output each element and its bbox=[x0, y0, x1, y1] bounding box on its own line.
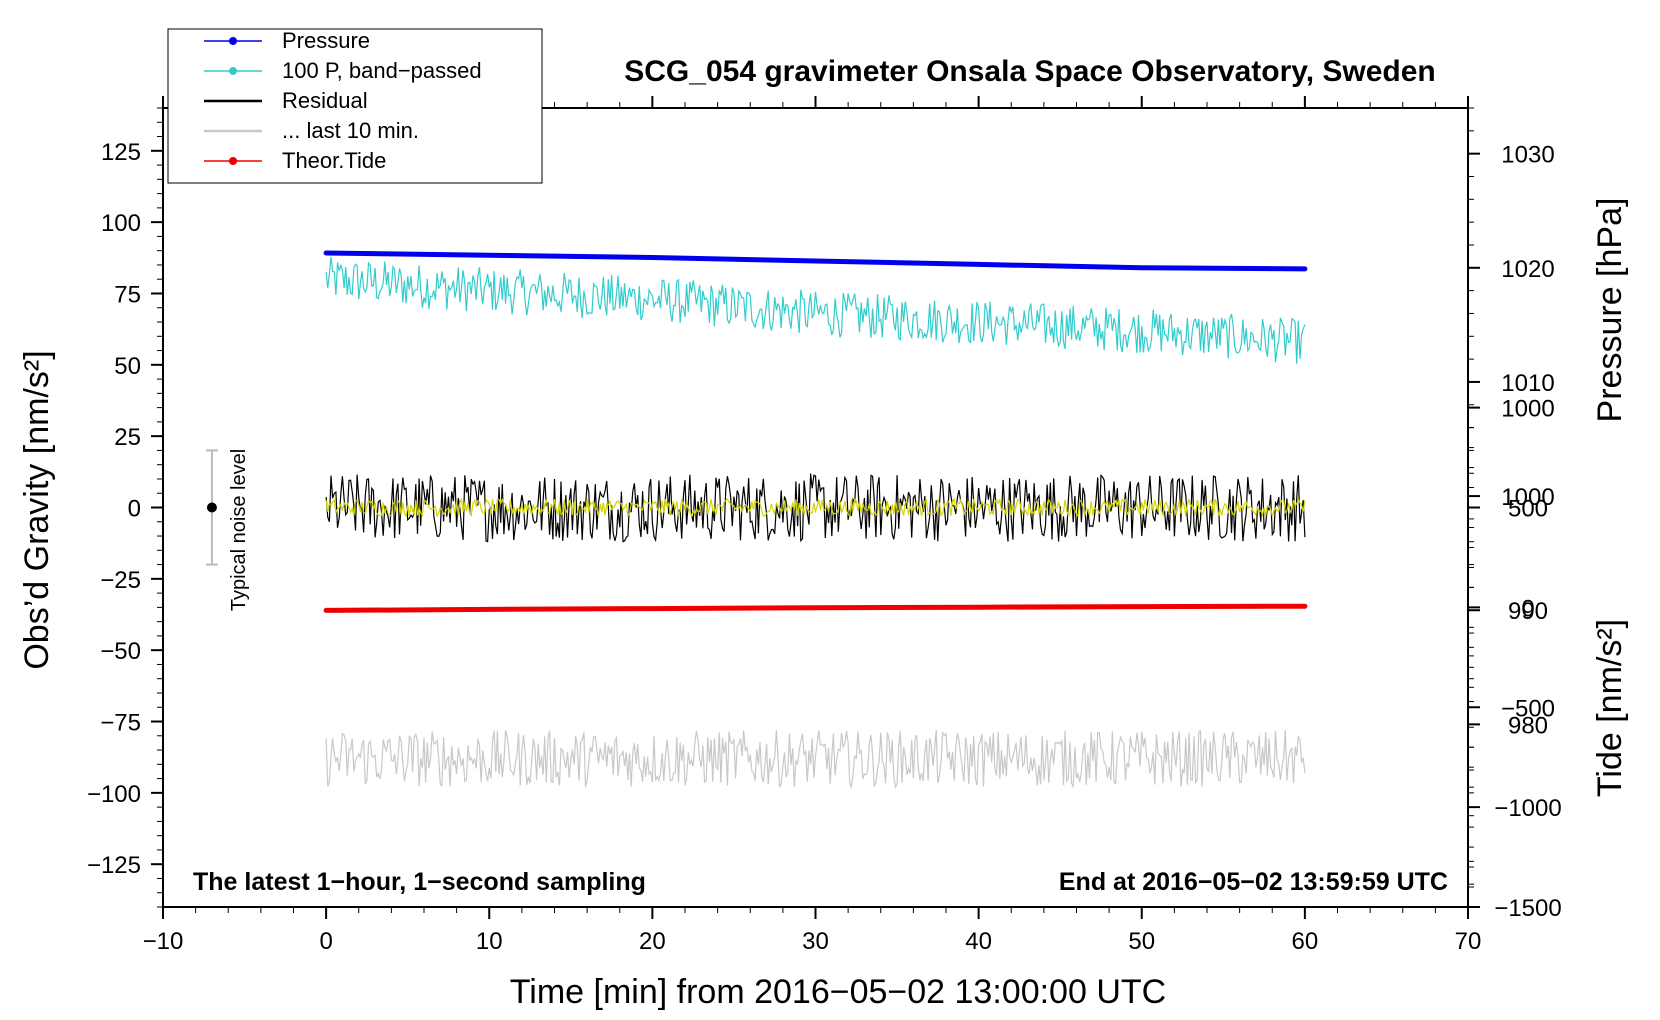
legend-label-residual: Residual bbox=[282, 88, 368, 113]
y-left-tick-label: −25 bbox=[100, 567, 141, 594]
x-tick-label: 10 bbox=[476, 928, 503, 955]
y-left-tick-label: 50 bbox=[114, 353, 141, 380]
x-tick-label: 30 bbox=[802, 928, 829, 955]
pressure-tick-label: 990 bbox=[1508, 598, 1548, 625]
x-tick-label: 20 bbox=[639, 928, 666, 955]
x-tick-label: 50 bbox=[1128, 928, 1155, 955]
y-axis-title-tide: Tide [nm/s²] bbox=[1591, 619, 1629, 797]
x-tick-label: 0 bbox=[319, 928, 332, 955]
chart-title: SCG_054 gravimeter Onsala Space Observat… bbox=[624, 55, 1436, 88]
tide-tick-label: −1000 bbox=[1494, 795, 1561, 822]
y-left-tick-label: −125 bbox=[87, 852, 141, 879]
x-tick-label: 70 bbox=[1455, 928, 1482, 955]
tide-tick-label: 500 bbox=[1508, 496, 1548, 523]
tide-tick-label: −1500 bbox=[1494, 895, 1561, 922]
tide-tick-label: 0 bbox=[1521, 595, 1534, 622]
legend-label-last-10-min: ... last 10 min. bbox=[282, 118, 419, 143]
legend-sample-marker bbox=[229, 157, 237, 165]
y-axis-title-left: Obs’d Gravity [nm/s²] bbox=[18, 350, 56, 669]
y-left-tick-label: 25 bbox=[114, 424, 141, 451]
annotation-end-time: End at 2016−05−02 13:59:59 UTC bbox=[1059, 868, 1448, 896]
pressure-tick-label: 1020 bbox=[1501, 256, 1554, 283]
x-tick-label: −10 bbox=[143, 928, 184, 955]
pressure-tick-label: 1010 bbox=[1501, 370, 1554, 397]
series-line bbox=[323, 603, 1308, 613]
legend-label-band-passed: 100 P, band−passed bbox=[282, 58, 482, 83]
pressure-tick-label: 1030 bbox=[1501, 142, 1554, 169]
x-axis-title: Time [min] from 2016−05−02 13:00:00 UTC bbox=[510, 973, 1166, 1011]
legend-sample-marker bbox=[229, 67, 237, 75]
legend-sample-marker bbox=[229, 37, 237, 45]
series-line bbox=[323, 250, 1308, 272]
y-left-tick-label: 75 bbox=[114, 281, 141, 308]
series-line bbox=[325, 729, 1306, 790]
y-left-tick-label: 125 bbox=[101, 139, 141, 166]
legend: Pressure 100 P, band−passed Residual ...… bbox=[167, 28, 543, 184]
y-left-tick-label: −100 bbox=[87, 781, 141, 808]
legend-label-pressure: Pressure bbox=[282, 28, 370, 53]
frame-layer bbox=[162, 107, 1469, 908]
y-left-tick-label: 0 bbox=[128, 496, 141, 523]
y-axis-title-pressure: Pressure [hPa] bbox=[1591, 198, 1629, 423]
series-line bbox=[325, 497, 1306, 518]
y-left-tick-label: −75 bbox=[100, 710, 141, 737]
noise-bar-point bbox=[206, 502, 217, 513]
pressure-tick-label: 980 bbox=[1508, 712, 1548, 739]
tick-layer: −10 0 10 20 30 40 50 60 701251007550250−25−50−75… bbox=[87, 96, 1562, 955]
legend-label-theor-tide: Theor.Tide bbox=[282, 148, 386, 173]
x-tick-label: 60 bbox=[1292, 928, 1319, 955]
legend-box bbox=[167, 28, 543, 184]
annotation-sampling: The latest 1−hour, 1−second sampling bbox=[193, 868, 646, 896]
noise-bar bbox=[205, 449, 218, 566]
tide-tick-label: 1000 bbox=[1501, 396, 1554, 423]
series-line bbox=[325, 473, 1306, 543]
pressure-tick-label: 1000 bbox=[1501, 484, 1554, 511]
series-line bbox=[325, 256, 1306, 364]
plot-frame bbox=[162, 107, 1469, 908]
tide-tick-label: −500 bbox=[1501, 695, 1555, 722]
noise-label: Typical noise level bbox=[228, 449, 250, 611]
series-layer bbox=[323, 250, 1308, 790]
y-left-tick-label: −50 bbox=[100, 638, 141, 665]
x-tick-label: 40 bbox=[965, 928, 992, 955]
y-left-tick-label: 100 bbox=[101, 210, 141, 237]
